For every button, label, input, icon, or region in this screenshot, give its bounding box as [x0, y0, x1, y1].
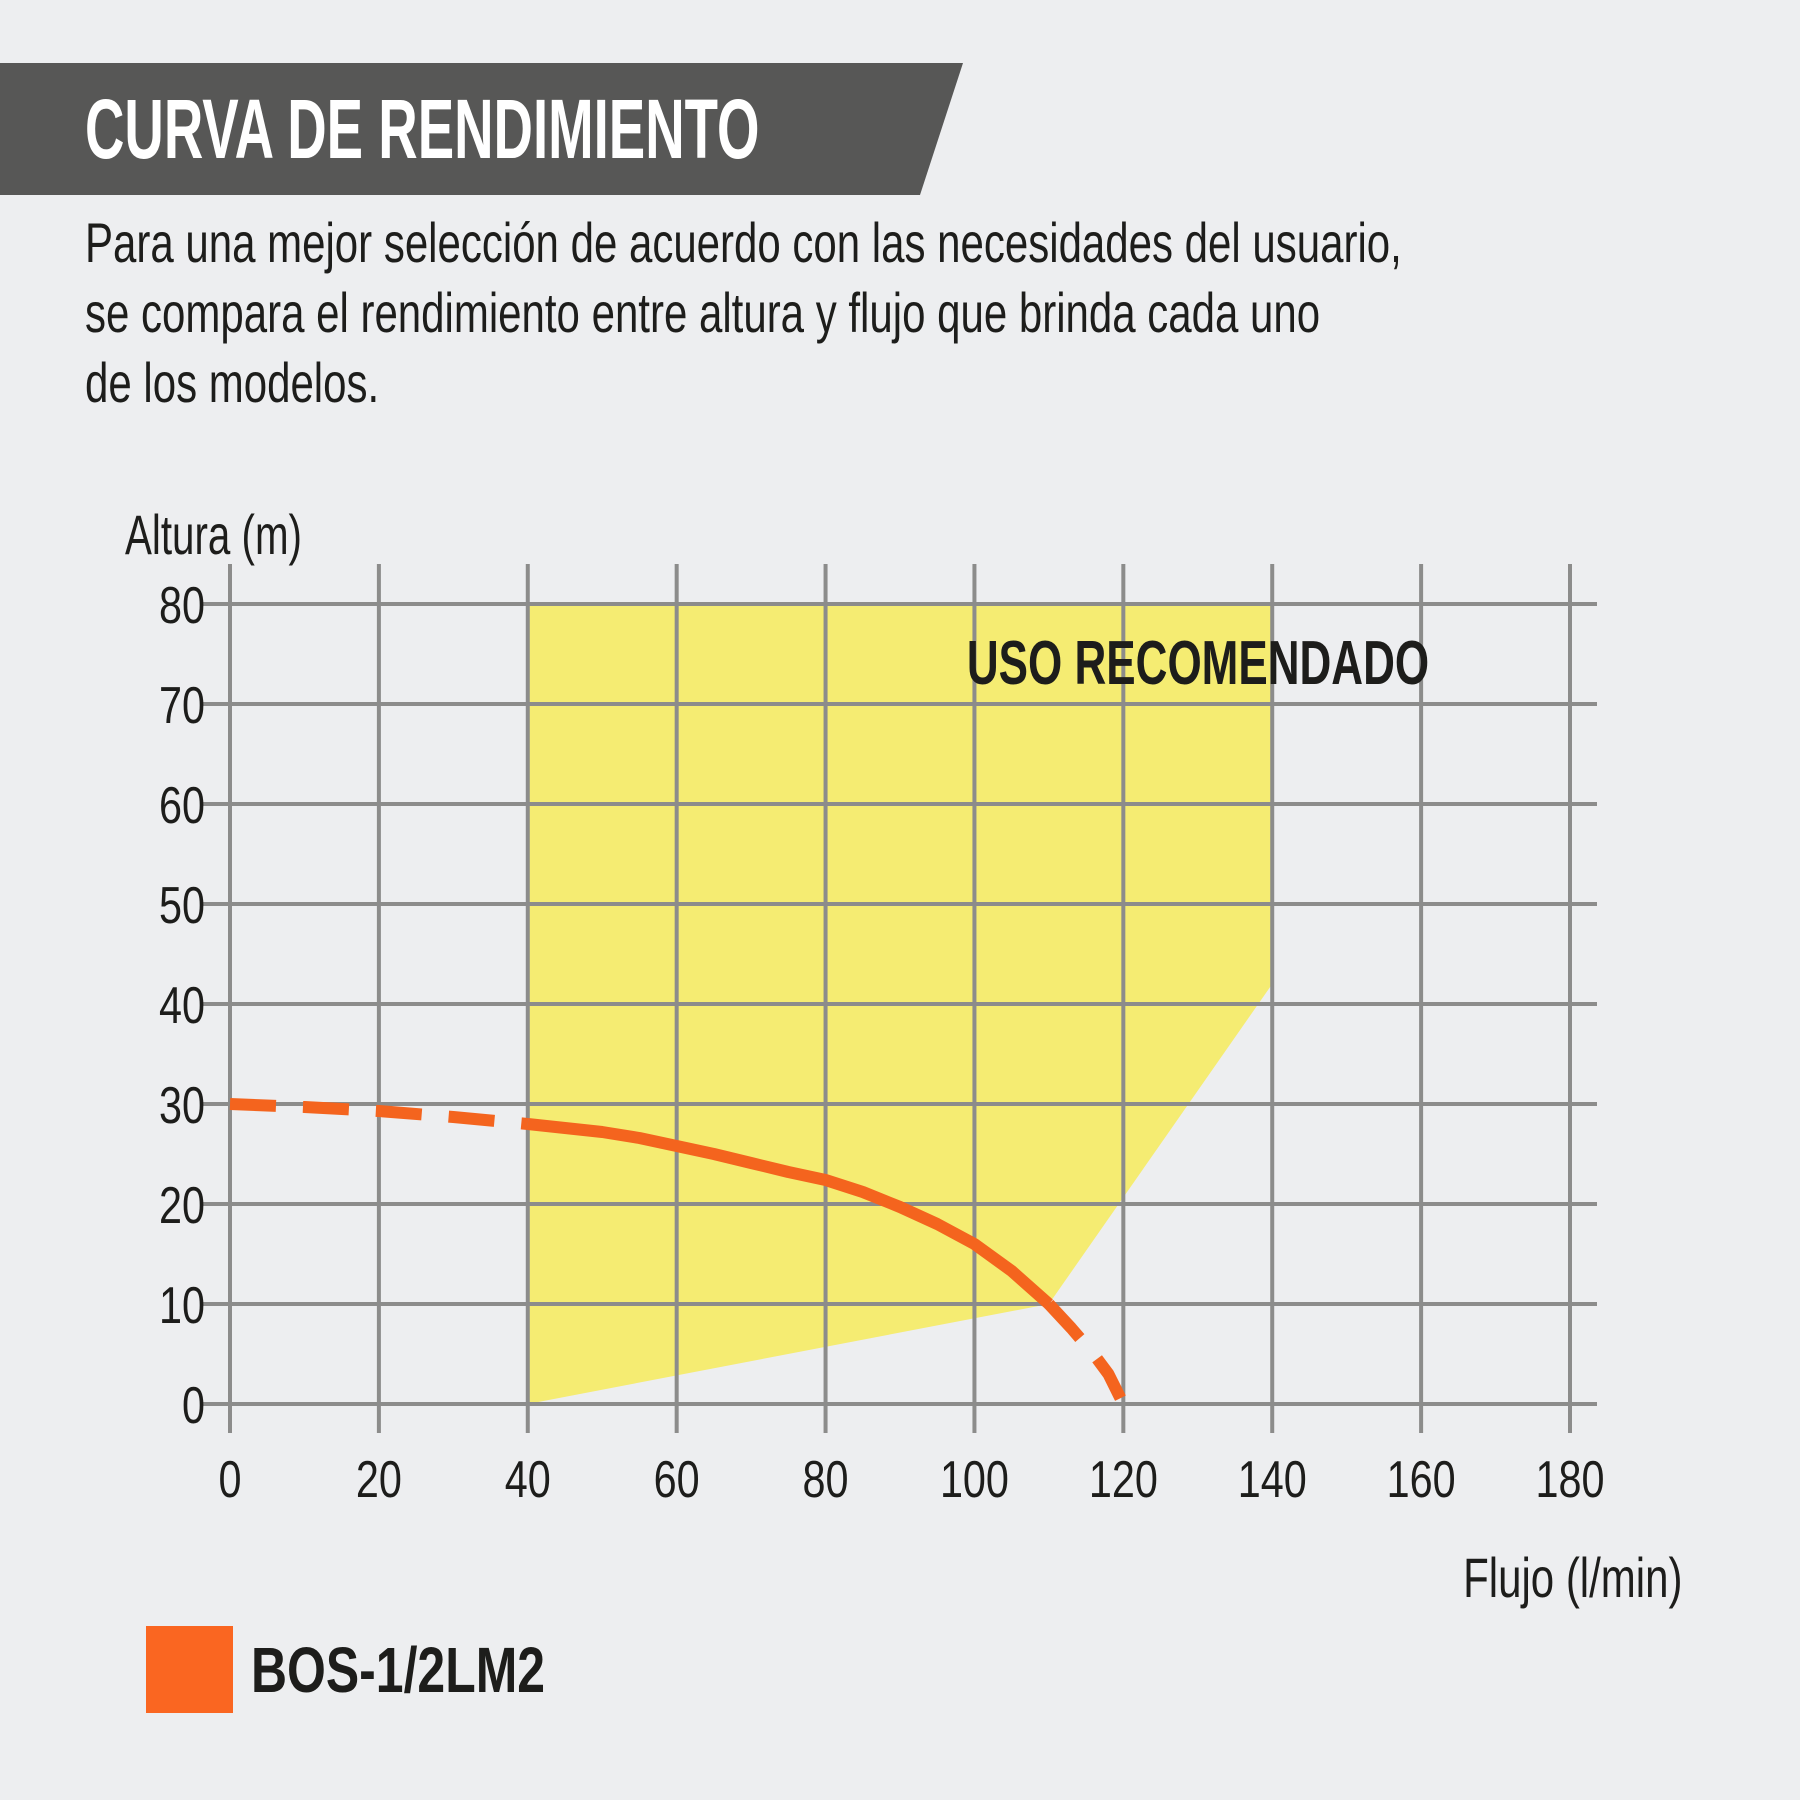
y-tick-label: 20: [159, 1177, 205, 1235]
y-tick-label: 0: [182, 1377, 205, 1435]
x-tick-label: 0: [219, 1451, 242, 1509]
x-tick-label: 20: [356, 1451, 402, 1509]
legend: BOS-1/2LM2: [146, 1626, 628, 1713]
x-tick-label: 160: [1387, 1451, 1456, 1509]
performance-curve-dashed: [229, 1098, 529, 1130]
legend-swatch: [146, 1626, 233, 1713]
description-text: Para una mejor selección de acuerdo con …: [85, 211, 1402, 414]
x-tick-label: 40: [505, 1451, 551, 1509]
recommended-region-label: USO RECOMENDADO: [966, 629, 1430, 698]
y-tick-label: 70: [159, 677, 205, 735]
x-tick-label: 80: [803, 1451, 849, 1509]
legend-series-label: BOS-1/2LM2: [251, 1633, 546, 1706]
grid: [203, 564, 1597, 1433]
performance-curve-solid: [527, 1118, 1053, 1309]
title-banner: CURVA DE RENDIMIENTO: [0, 63, 963, 195]
x-tick-label: 120: [1089, 1451, 1158, 1509]
x-tick-label: 100: [940, 1451, 1009, 1509]
y-tick-label: 60: [159, 777, 205, 835]
tick-labels: 0 20 40 60 80 100 120 140 160 180 0 10 20 30 40 50 60 70 8…: [159, 577, 1605, 1509]
y-tick-label: 80: [159, 577, 205, 635]
x-tick-label: 180: [1536, 1451, 1605, 1509]
performance-curve-dashed: [1044, 1299, 1129, 1407]
y-axis-title: Altura (m): [125, 503, 302, 566]
x-tick-label: 60: [654, 1451, 700, 1509]
x-axis-title: Flujo (l/min): [1462, 1546, 1682, 1609]
y-tick-label: 40: [159, 977, 205, 1035]
page-title: CURVA DE RENDIMIENTO: [85, 81, 760, 176]
y-tick-label: 30: [159, 1077, 205, 1135]
x-tick-label: 140: [1238, 1451, 1307, 1509]
y-tick-label: 50: [159, 877, 205, 935]
y-tick-label: 10: [159, 1277, 205, 1335]
